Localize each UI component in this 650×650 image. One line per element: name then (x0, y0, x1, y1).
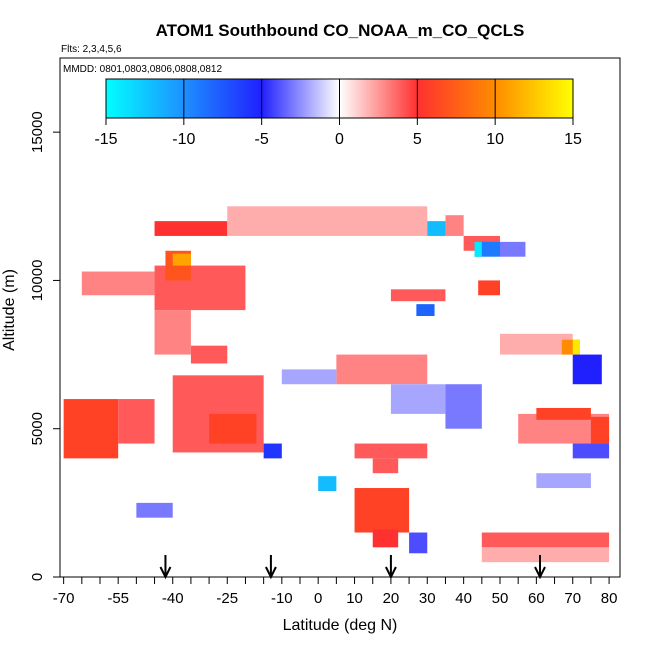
heatmap-cell (536, 407, 591, 420)
heatmap-cell (500, 333, 573, 355)
heatmap-cell (136, 502, 173, 518)
latitude-arrows (159, 555, 546, 580)
heatmap-cell (281, 369, 337, 385)
colorbar-tick-label: 0 (335, 131, 344, 148)
heatmap-cell (390, 289, 446, 302)
heatmap-layer (63, 206, 610, 563)
heatmap-cell (336, 354, 428, 385)
x-tick-label: 80 (601, 590, 618, 607)
heatmap-cell (154, 310, 191, 355)
heatmap-cell (81, 271, 155, 296)
heatmap-cell (372, 458, 399, 474)
x-tick-label: 10 (346, 590, 363, 607)
heatmap-cell (154, 221, 228, 236)
heatmap-cell (572, 443, 610, 459)
heatmap-cell (445, 215, 464, 236)
x-tick-label: 30 (419, 590, 436, 607)
heatmap-cell (263, 443, 282, 459)
colorbar-tick-label: -15 (94, 131, 117, 148)
heatmap-cell (190, 345, 228, 364)
chart-annotation: MMDD: 0801,0803,0806,0808,0812 (63, 64, 222, 75)
y-tick-label: 10000 (29, 260, 46, 302)
heatmap-cell (118, 399, 155, 444)
y-tick-label: 15000 (29, 111, 46, 153)
heatmap-cell (172, 253, 191, 266)
heatmap-cell (427, 221, 446, 236)
heatmap-cell (572, 354, 602, 385)
y-tick-label: 5000 (29, 412, 46, 445)
heatmap-cell (478, 280, 500, 296)
heatmap-cell (572, 339, 580, 355)
x-tick-label: 70 (564, 590, 581, 607)
y-axis: 0 5000 10000 15000 (29, 111, 60, 581)
arrow-head (534, 566, 546, 580)
arrow-head (159, 566, 172, 580)
x-tick-label: 0 (314, 590, 322, 607)
y-axis-label: Altitude (m) (1, 269, 18, 351)
heatmap-cell (390, 384, 446, 414)
heatmap-cell (481, 532, 610, 548)
chart-subtitle: Flts: 2,3,4,5,6 (61, 44, 122, 55)
colorbar-tick-label: -5 (255, 131, 269, 148)
colorbar: -15 -10 -5 0 5 10 15 (94, 78, 582, 148)
heatmap-cell (416, 304, 435, 317)
chart-title: ATOM1 Southbound CO_NOAA_m_CO_QCLS (156, 21, 525, 40)
heatmap-cell (481, 547, 610, 563)
colorbar-tick-label: 15 (564, 131, 582, 148)
plot-frame (59, 57, 621, 578)
heatmap-cell (445, 384, 482, 429)
x-tick-label: -10 (271, 590, 293, 607)
arrow-head (385, 566, 397, 580)
heatmap-cell (209, 413, 257, 444)
colorbar-tick-label: 5 (413, 131, 422, 148)
x-tick-label: -55 (107, 590, 129, 607)
heatmap-cell (372, 529, 399, 548)
heatmap-cell (63, 399, 119, 459)
heatmap-cell (354, 443, 428, 459)
heatmap-cell (227, 206, 428, 236)
x-tick-label: -70 (53, 590, 75, 607)
heatmap-cell (590, 416, 610, 444)
x-tick-label: 60 (528, 590, 545, 607)
heatmap-cell (474, 241, 482, 257)
heatmap-cell (318, 476, 337, 491)
heatmap-cell (409, 532, 428, 554)
x-tick-label: 40 (455, 590, 472, 607)
x-axis: -70 -55 -40 -25 -10 0 10 20 30 40 50 60 70 80 (53, 577, 618, 607)
y-tick-label: 0 (29, 573, 46, 581)
x-tick-label: -25 (216, 590, 238, 607)
x-tick-label: -40 (162, 590, 184, 607)
x-tick-label: 20 (383, 590, 400, 607)
x-axis-label: Latitude (deg N) (283, 617, 398, 634)
heatmap-cell (500, 241, 526, 257)
heatmap-cell (536, 473, 591, 489)
heatmap-cell (354, 488, 410, 533)
arrow-head (265, 566, 277, 580)
colorbar-ticks: -15 -10 -5 0 5 10 15 (94, 79, 582, 148)
x-tick-label: 50 (492, 590, 509, 607)
colorbar-tick-label: -10 (172, 131, 195, 148)
colorbar-tick-label: 10 (486, 131, 504, 148)
